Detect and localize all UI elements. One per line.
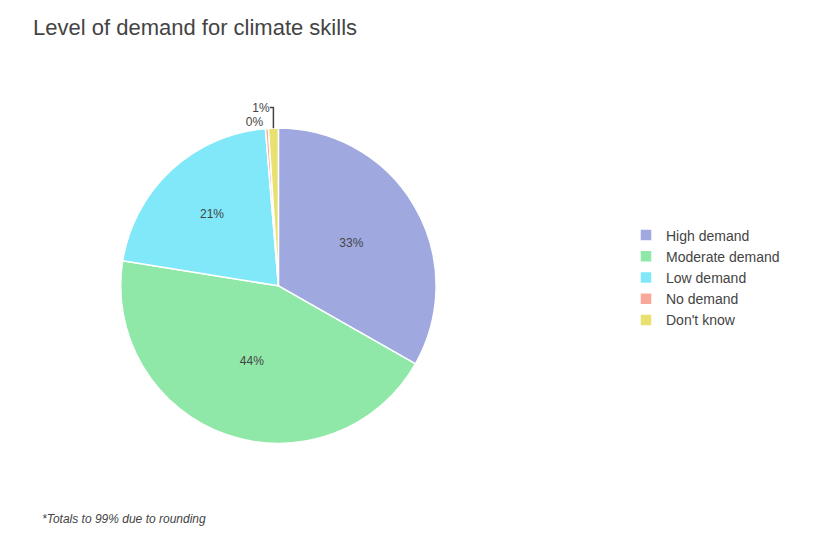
- svg-text:44%: 44%: [240, 354, 264, 368]
- svg-text:1%: 1%: [252, 101, 270, 115]
- svg-text:33%: 33%: [339, 236, 363, 250]
- svg-text:0%: 0%: [246, 115, 264, 129]
- svg-text:Level of demand for climate sk: Level of demand for climate skills: [33, 15, 357, 40]
- svg-text:*Totals to 99% due to rounding: *Totals to 99% due to rounding: [42, 512, 206, 526]
- svg-text:21%: 21%: [200, 207, 224, 221]
- svg-text:Moderate demand: Moderate demand: [666, 249, 780, 265]
- svg-text:Don't know: Don't know: [666, 312, 736, 328]
- svg-text:No demand: No demand: [666, 291, 738, 307]
- svg-text:High demand: High demand: [666, 228, 749, 244]
- svg-text:Low demand: Low demand: [666, 270, 746, 286]
